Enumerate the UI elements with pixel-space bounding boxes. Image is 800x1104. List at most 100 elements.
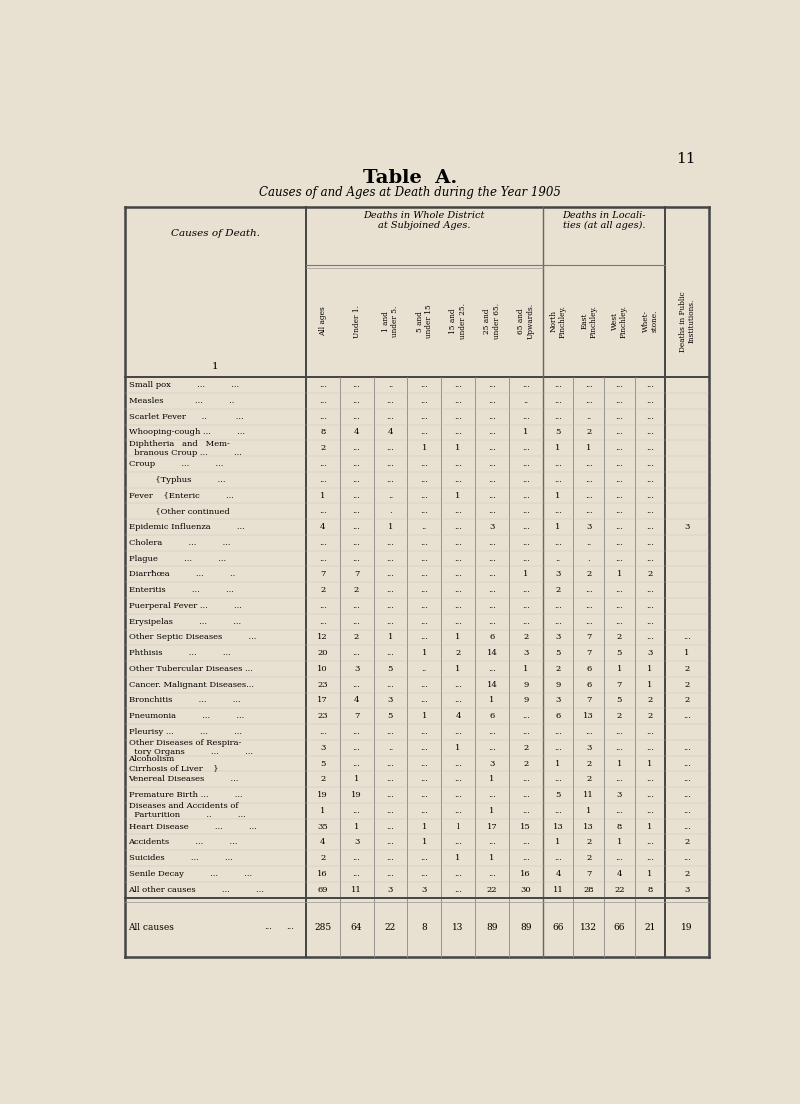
Text: 1: 1 xyxy=(422,649,427,657)
Text: {Other continued: {Other continued xyxy=(129,508,230,516)
Text: 20: 20 xyxy=(318,649,328,657)
Text: All causes: All causes xyxy=(129,923,174,932)
Text: 1: 1 xyxy=(647,822,653,830)
Text: 65 and
Upwards.: 65 and Upwards. xyxy=(517,304,534,339)
Text: ...: ... xyxy=(615,539,623,546)
Text: ...: ... xyxy=(522,491,530,499)
Text: ...: ... xyxy=(353,381,361,390)
Text: 1: 1 xyxy=(354,775,359,784)
Text: 13: 13 xyxy=(553,822,563,830)
Text: 5: 5 xyxy=(555,428,561,436)
Text: ...: ... xyxy=(554,413,562,421)
Text: ...: ... xyxy=(353,413,361,421)
Text: ..: .. xyxy=(422,665,427,673)
Text: ...: ... xyxy=(615,397,623,405)
Text: 3: 3 xyxy=(685,885,690,893)
Text: ...: ... xyxy=(522,586,530,594)
Text: ...: ... xyxy=(683,775,691,784)
Text: ...: ... xyxy=(319,617,326,626)
Text: ...: ... xyxy=(454,775,462,784)
Text: Puerperal Fever ...          ...: Puerperal Fever ... ... xyxy=(129,602,242,609)
Text: ...: ... xyxy=(420,617,428,626)
Text: 11: 11 xyxy=(583,792,594,799)
Text: 2: 2 xyxy=(523,634,528,641)
Text: ...: ... xyxy=(615,602,623,609)
Text: ...: ... xyxy=(488,602,496,609)
Text: ...: ... xyxy=(554,460,562,468)
Text: All ages: All ages xyxy=(318,306,326,336)
Text: ..: .. xyxy=(586,413,591,421)
Text: Venereal Diseases          ...: Venereal Diseases ... xyxy=(129,775,239,784)
Text: ...: ... xyxy=(488,539,496,546)
Text: West
Finchley.: West Finchley. xyxy=(611,305,628,338)
Text: ...: ... xyxy=(353,397,361,405)
Text: Whooping-cough ...          ...: Whooping-cough ... ... xyxy=(129,428,245,436)
Text: ...: ... xyxy=(353,728,361,736)
Text: l: l xyxy=(457,822,459,830)
Text: ...: ... xyxy=(646,428,654,436)
Text: 1: 1 xyxy=(490,697,494,704)
Text: 2: 2 xyxy=(647,712,653,720)
Text: ...: ... xyxy=(522,602,530,609)
Text: 6: 6 xyxy=(586,681,591,689)
Text: ...: ... xyxy=(420,697,428,704)
Text: All other causes          ...          ...: All other causes ... ... xyxy=(129,885,264,893)
Text: Diseases and Accidents of
  Parturition          ..          ...: Diseases and Accidents of Parturition ..… xyxy=(129,803,246,819)
Text: ...: ... xyxy=(615,381,623,390)
Text: ..: .. xyxy=(523,397,528,405)
Text: ...: ... xyxy=(454,728,462,736)
Text: ...: ... xyxy=(454,885,462,893)
Text: 2: 2 xyxy=(685,870,690,878)
Text: ...: ... xyxy=(386,617,394,626)
Text: ...: ... xyxy=(615,413,623,421)
Text: ...: ... xyxy=(554,476,562,484)
Text: 2: 2 xyxy=(354,634,359,641)
Text: ...: ... xyxy=(683,744,691,752)
Text: ...: ... xyxy=(420,397,428,405)
Text: 16: 16 xyxy=(318,870,328,878)
Text: 1: 1 xyxy=(617,571,622,578)
Text: 1: 1 xyxy=(617,760,622,767)
Text: 1: 1 xyxy=(212,361,218,371)
Text: ...: ... xyxy=(554,539,562,546)
Text: ...: ... xyxy=(454,586,462,594)
Text: ...: ... xyxy=(386,460,394,468)
Text: ...: ... xyxy=(488,571,496,578)
Text: ...: ... xyxy=(454,508,462,516)
Text: ...: ... xyxy=(615,854,623,862)
Text: ...: ... xyxy=(386,476,394,484)
Text: ...: ... xyxy=(454,807,462,815)
Text: ...: ... xyxy=(522,444,530,453)
Text: ...: ... xyxy=(386,539,394,546)
Text: 1: 1 xyxy=(555,760,561,767)
Text: ...: ... xyxy=(420,554,428,563)
Text: ...: ... xyxy=(319,460,326,468)
Text: 3: 3 xyxy=(586,523,591,531)
Text: Pleurisy ...          ...          ...: Pleurisy ... ... ... xyxy=(129,728,242,736)
Text: Suicides          ...          ...: Suicides ... ... xyxy=(129,854,232,862)
Text: ...: ... xyxy=(488,381,496,390)
Text: 14: 14 xyxy=(486,681,498,689)
Text: 1: 1 xyxy=(555,491,561,499)
Text: Whet-
stone.: Whet- stone. xyxy=(642,310,658,332)
Text: 16: 16 xyxy=(521,870,531,878)
Text: Other Tubercular Diseases ...: Other Tubercular Diseases ... xyxy=(129,665,252,673)
Text: ...: ... xyxy=(554,744,562,752)
Text: ...: ... xyxy=(488,728,496,736)
Text: ...: ... xyxy=(522,554,530,563)
Text: ...: ... xyxy=(319,381,326,390)
Text: ...: ... xyxy=(522,617,530,626)
Text: 4: 4 xyxy=(455,712,461,720)
Text: ...: ... xyxy=(646,508,654,516)
Text: ...: ... xyxy=(454,523,462,531)
Text: ...: ... xyxy=(585,728,593,736)
Text: 17: 17 xyxy=(486,822,498,830)
Text: ...: ... xyxy=(386,854,394,862)
Text: 5: 5 xyxy=(388,665,393,673)
Text: ...: ... xyxy=(488,870,496,878)
Text: ..: .. xyxy=(388,744,393,752)
Text: ...: ... xyxy=(585,586,593,594)
Text: 2: 2 xyxy=(586,760,591,767)
Text: 8: 8 xyxy=(617,822,622,830)
Text: 19: 19 xyxy=(351,792,362,799)
